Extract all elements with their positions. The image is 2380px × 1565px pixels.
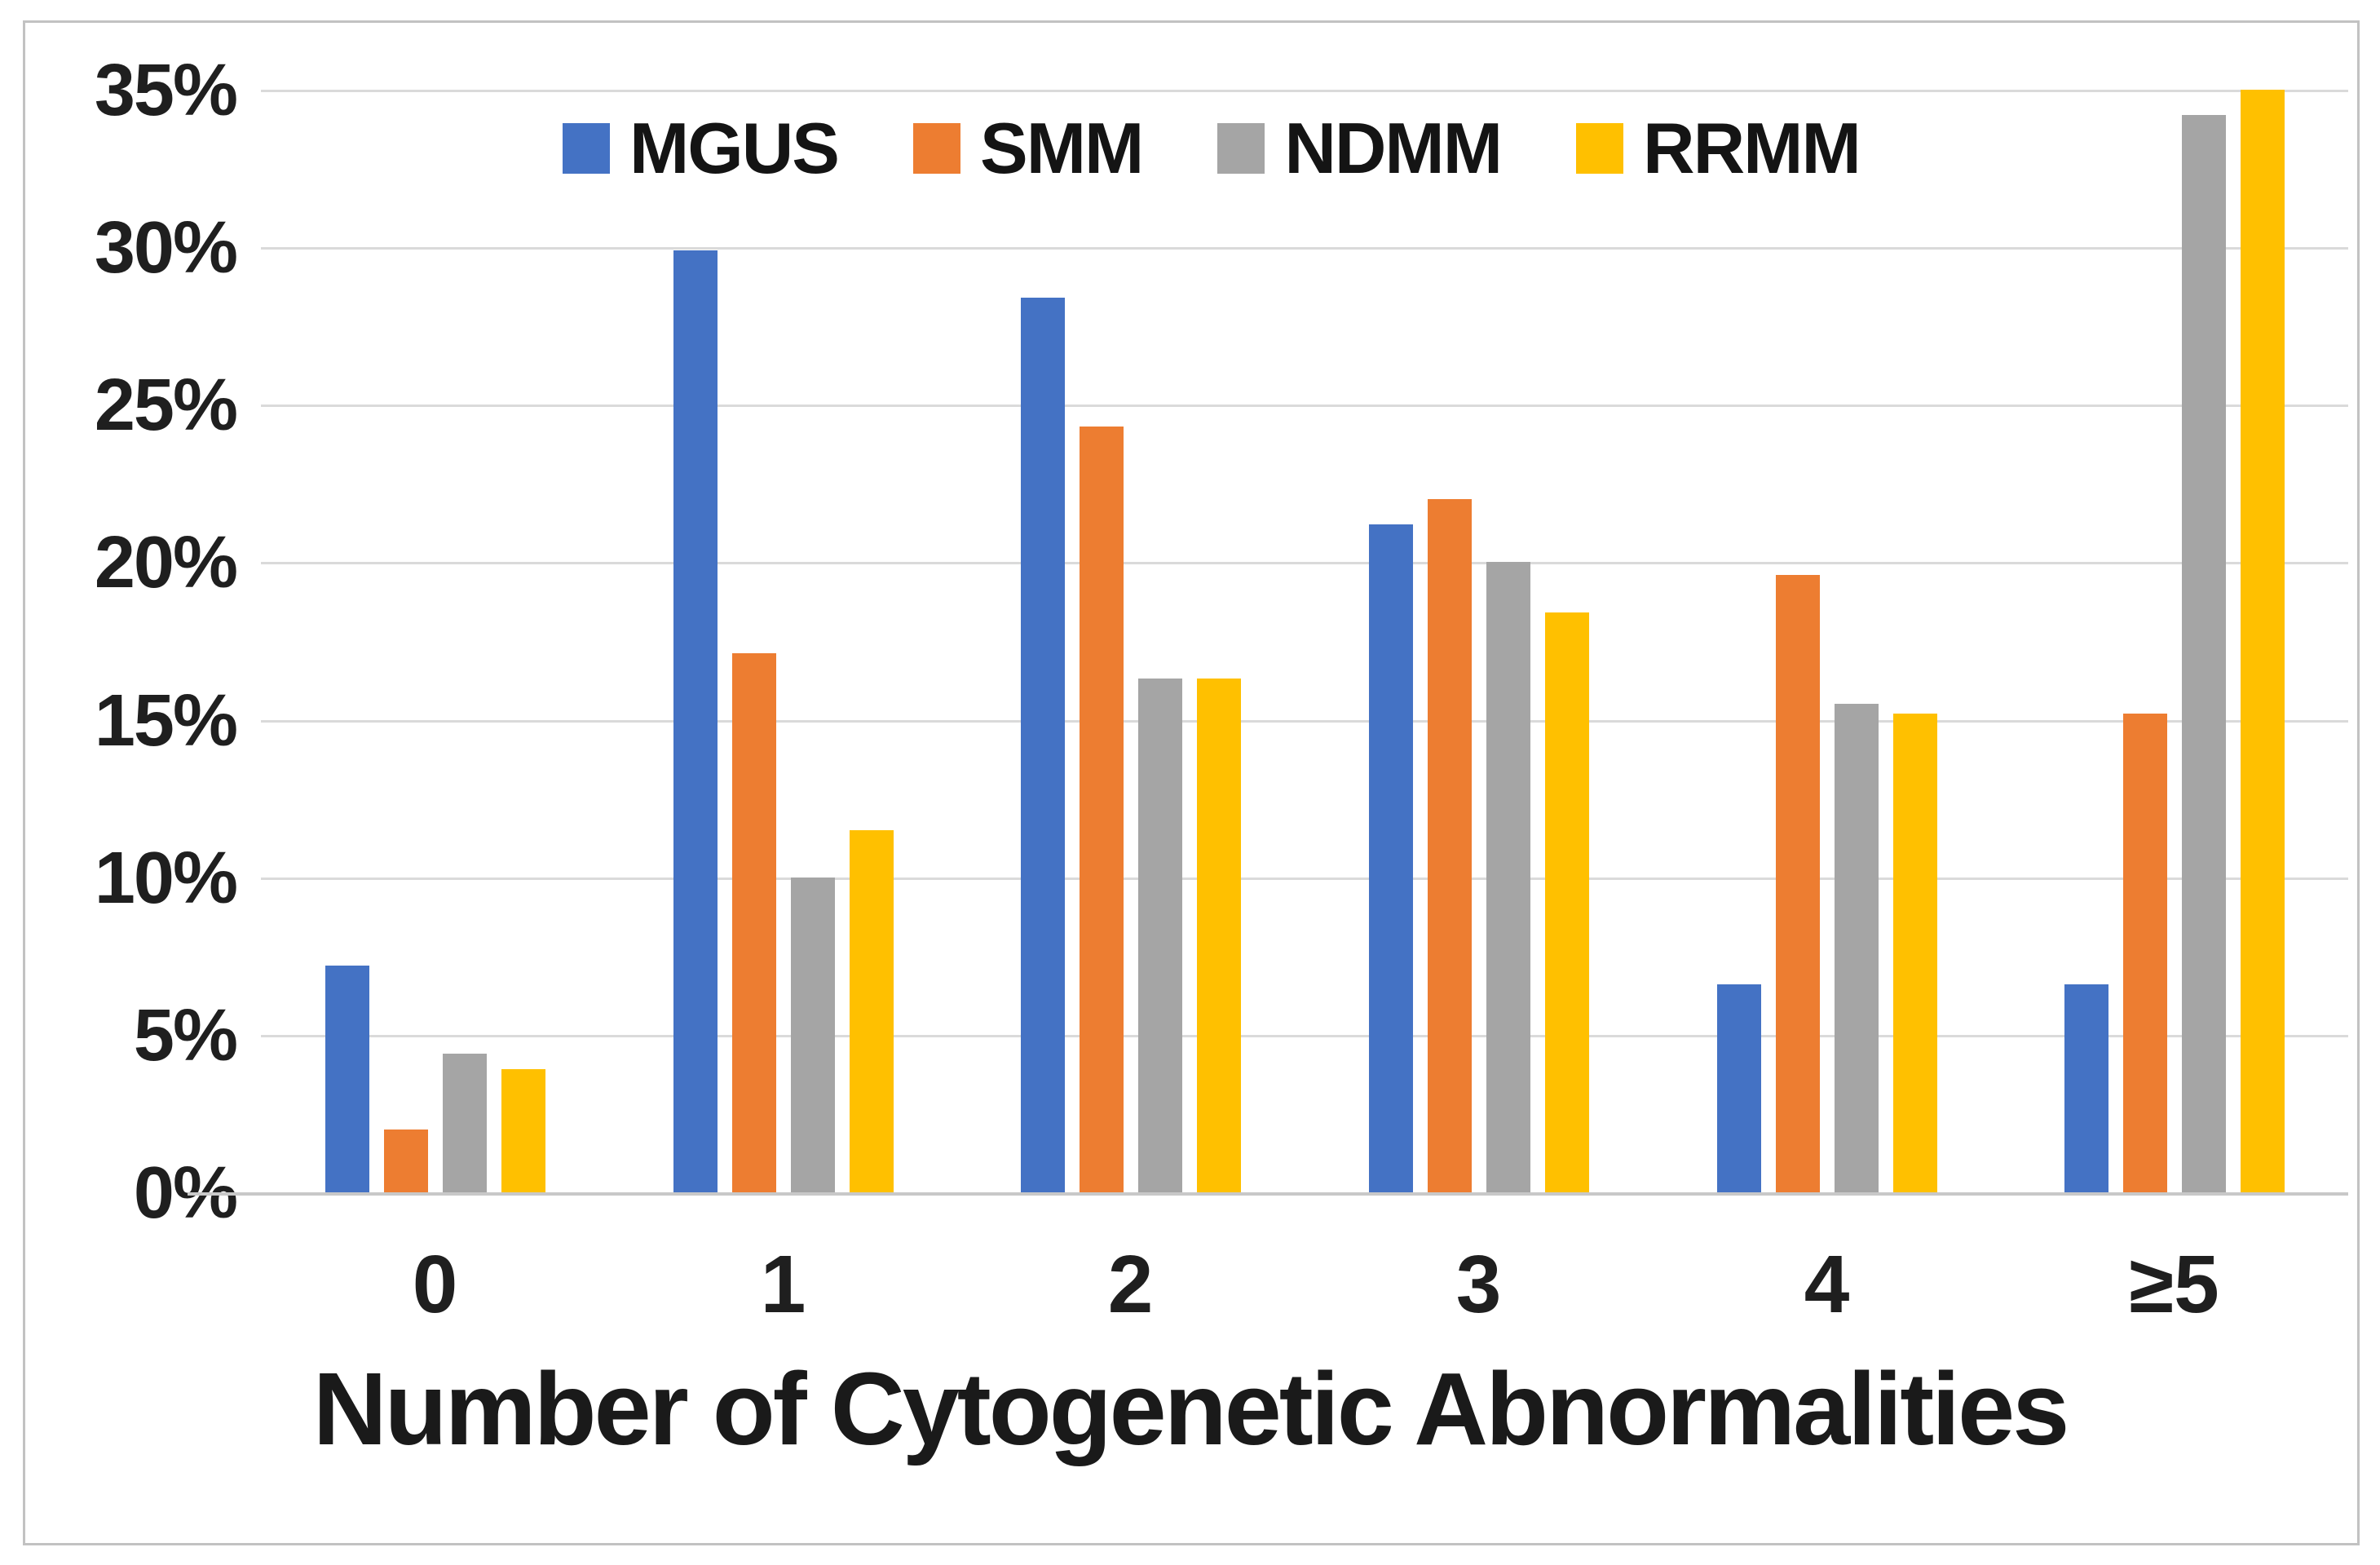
bar-rrmm-2 <box>1196 679 1241 1192</box>
bar-ndmm-3 <box>1486 562 1530 1192</box>
bar-rrmm-0 <box>501 1069 545 1192</box>
legend-swatch-icon <box>1576 123 1624 174</box>
y-axis-tick-label: 15% <box>94 680 238 762</box>
bar-rrmm-1 <box>849 830 894 1192</box>
bar-group-0 <box>261 90 609 1192</box>
y-axis-tick-label: 10% <box>94 838 238 919</box>
bar-smm-2 <box>1079 427 1124 1192</box>
bar-rrmm-≥5 <box>2240 90 2285 1192</box>
bar-ndmm-2 <box>1137 679 1182 1192</box>
gridline-25 <box>261 405 2348 407</box>
bar-ndmm-≥5 <box>2181 115 2226 1192</box>
gridline-30 <box>261 247 2348 250</box>
x-axis-title: Number of Cytogenetic Abnormalities <box>312 1351 2070 1466</box>
bar-smm-1 <box>731 653 776 1192</box>
legend-label: RRMM <box>1643 108 1861 188</box>
legend-label: SMM <box>980 108 1144 188</box>
x-axis-baseline <box>188 1192 2348 1196</box>
gridline-10 <box>261 878 2348 880</box>
legend-item-ndmm: NDMM <box>1217 108 1503 188</box>
x-axis-tick-label-2: 2 <box>1107 1239 1154 1330</box>
y-axis-tick-label: 25% <box>94 365 238 446</box>
legend: MGUS SMM NDMM RRMM <box>563 108 1861 188</box>
bar-smm-≥5 <box>2122 714 2167 1192</box>
y-axis-tick-label: 30% <box>94 207 238 289</box>
bar-group-2 <box>956 90 1305 1192</box>
legend-label: NDMM <box>1284 108 1503 188</box>
bar-group-4 <box>1653 90 2001 1192</box>
legend-item-mgus: MGUS <box>563 108 840 188</box>
y-axis-tick-label: 5% <box>133 995 238 1076</box>
bar-rrmm-4 <box>1892 714 1937 1192</box>
gridline-35 <box>261 90 2348 92</box>
x-axis-tick-label-0: 0 <box>412 1239 458 1330</box>
bar-rrmm-3 <box>1544 612 1589 1192</box>
bar-mgus-0 <box>325 966 369 1192</box>
y-axis-tick-label: 20% <box>94 522 238 603</box>
bar-mgus-1 <box>673 250 718 1192</box>
bar-group-≥5 <box>2000 90 2348 1192</box>
x-axis-tick-label-3: 3 <box>1455 1239 1502 1330</box>
gridline-15 <box>261 720 2348 723</box>
x-axis-tick-label-4: 4 <box>1804 1239 1850 1330</box>
bar-smm-4 <box>1775 575 1820 1192</box>
bar-smm-3 <box>1427 499 1472 1192</box>
legend-swatch-icon <box>913 123 960 174</box>
bar-mgus-2 <box>1020 298 1065 1192</box>
bar-ndmm-1 <box>790 878 835 1192</box>
x-axis-tick-label-1: 1 <box>760 1239 806 1330</box>
y-axis-tick-label: 35% <box>94 50 238 131</box>
bar-smm-0 <box>383 1130 428 1192</box>
bar-group-3 <box>1305 90 1653 1192</box>
bar-mgus-≥5 <box>2064 984 2108 1192</box>
bar-ndmm-0 <box>442 1054 487 1192</box>
bar-group-1 <box>609 90 957 1192</box>
bar-mgus-4 <box>1716 984 1761 1192</box>
bar-mgus-3 <box>1368 524 1413 1192</box>
legend-item-smm: SMM <box>913 108 1144 188</box>
x-axis-tick-label-≥5: ≥5 <box>2129 1239 2219 1330</box>
legend-swatch-icon <box>1217 123 1265 174</box>
bar-ndmm-4 <box>1834 704 1879 1192</box>
gridline-20 <box>261 562 2348 564</box>
gridline-5 <box>261 1035 2348 1037</box>
legend-label: MGUS <box>629 108 840 188</box>
legend-swatch-icon <box>563 123 610 174</box>
legend-item-rrmm: RRMM <box>1576 108 1861 188</box>
chart-frame <box>23 20 2360 1545</box>
